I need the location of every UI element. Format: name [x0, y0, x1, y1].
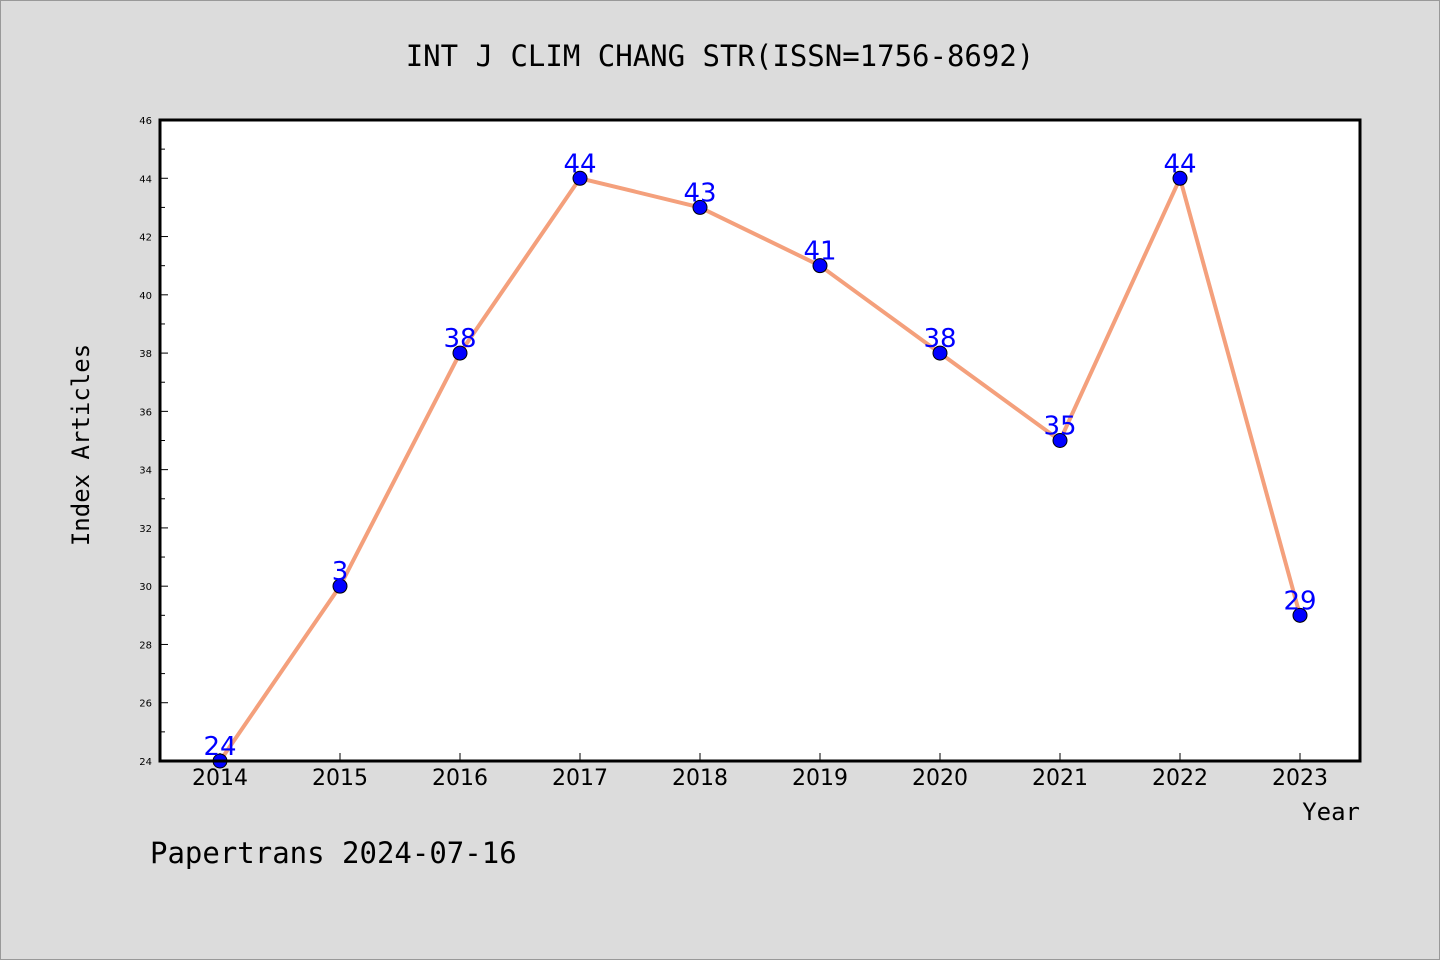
y-tick-label: 26 [139, 699, 152, 710]
x-axis-ticks: 2014 2015 2016 2017 2018 2019 2020 2021 2022 2023 [192, 753, 1328, 791]
x-tick-label: 2016 [432, 766, 488, 791]
plot-frame [158, 118, 1362, 763]
data-label: 29 [1283, 586, 1316, 616]
x-tick-label: 2015 [312, 766, 368, 791]
plot-area [160, 120, 1360, 761]
data-point [932, 345, 948, 361]
data-label: 35 [1043, 412, 1076, 442]
data-point [812, 258, 828, 274]
data-label: 38 [443, 324, 476, 354]
data-label: 44 [1163, 149, 1196, 179]
data-label: 3 [332, 557, 349, 587]
y-tick-label: 34 [139, 466, 152, 477]
x-tick-label: 2017 [552, 766, 608, 791]
y-tick-label: 38 [139, 349, 152, 360]
data-point [572, 170, 588, 186]
y-tick-label: 42 [139, 233, 152, 244]
x-tick-label: 2018 [672, 766, 728, 791]
y-axis-ticks: 24 26 28 30 32 34 36 38 40 42 44 46 [139, 116, 168, 768]
y-tick-label: 40 [139, 291, 152, 302]
y-tick-label: 24 [139, 757, 152, 768]
x-axis-title: Year [1302, 798, 1360, 826]
data-label: 41 [803, 237, 836, 267]
y-tick-label: 30 [139, 582, 152, 593]
data-point [452, 345, 468, 361]
series-layer: 24 3 38 44 43 41 38 35 44 29 [203, 149, 1317, 769]
y-tick-label: 32 [139, 524, 152, 535]
data-point [1292, 607, 1308, 623]
y-tick-label: 46 [139, 116, 152, 127]
x-tick-label: 2022 [1152, 766, 1208, 791]
y-axis-title: Index Articles [67, 344, 95, 546]
x-tick-label: 2023 [1272, 766, 1328, 791]
y-tick-label: 44 [139, 174, 152, 185]
data-label: 43 [683, 178, 716, 208]
data-label: 38 [923, 324, 956, 354]
x-tick-label: 2019 [792, 766, 848, 791]
data-point [692, 199, 708, 215]
series-line [218, 176, 1302, 763]
data-label: 44 [563, 149, 596, 179]
y-tick-label: 36 [139, 407, 152, 418]
data-point [1172, 170, 1188, 186]
footer-text: Papertrans 2024-07-16 [150, 836, 517, 870]
chart-title: INT J CLIM CHANG STR(ISSN=1756-8692) [406, 39, 1035, 73]
x-tick-label: 2014 [192, 766, 248, 791]
data-point [332, 578, 348, 594]
data-label: 24 [203, 732, 236, 762]
y-tick-label: 28 [139, 640, 152, 651]
data-point [1052, 433, 1068, 448]
x-tick-label: 2021 [1032, 766, 1088, 791]
x-tick-label: 2020 [912, 766, 968, 791]
